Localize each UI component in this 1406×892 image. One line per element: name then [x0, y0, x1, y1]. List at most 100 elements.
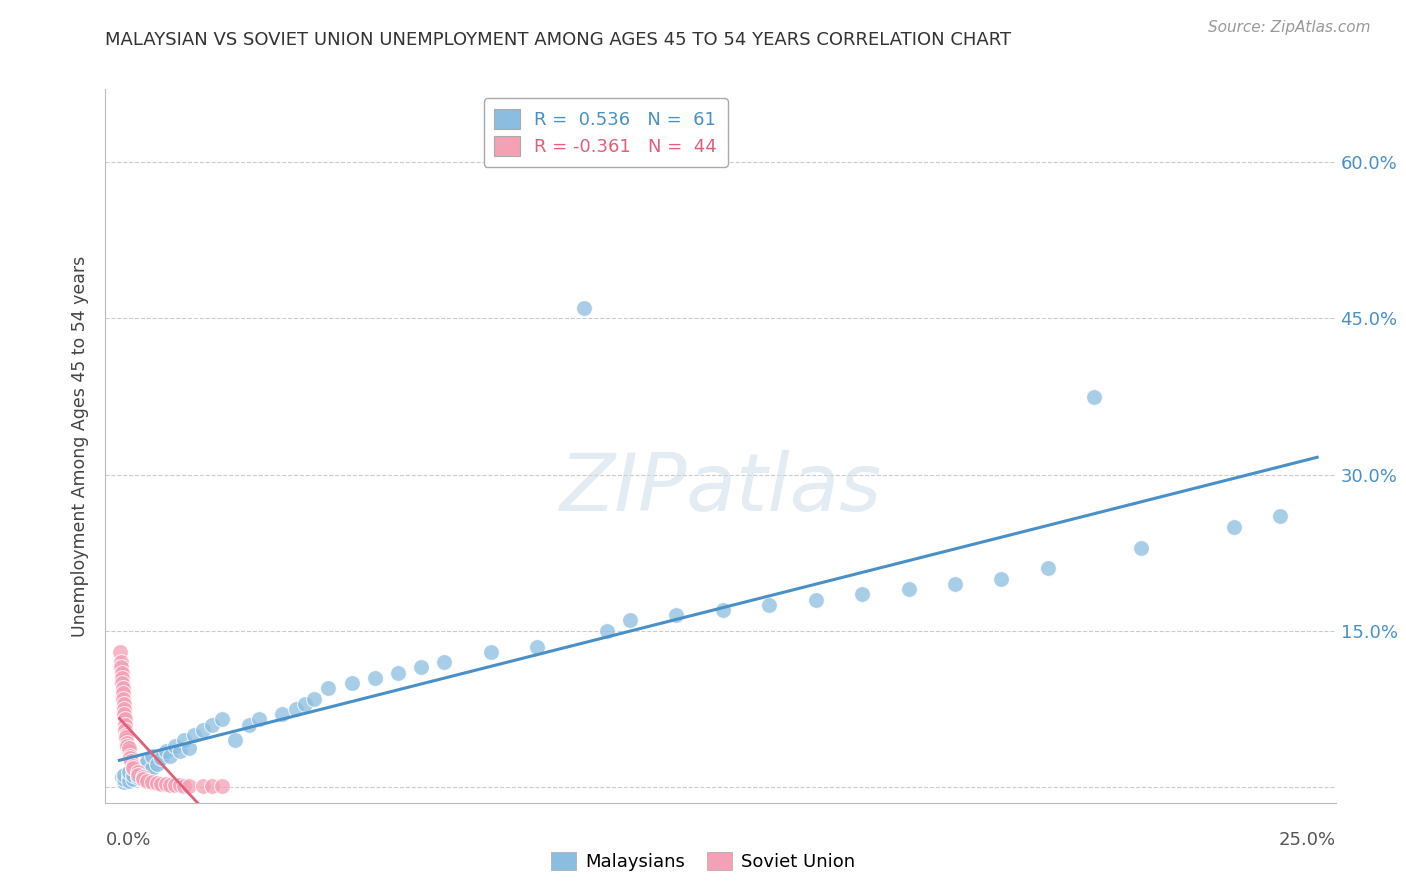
Point: [758, 598, 780, 612]
Point: [115, 736, 138, 750]
Point: [211, 713, 233, 727]
Text: ZIPatlas: ZIPatlas: [560, 450, 882, 528]
Point: [114, 713, 136, 727]
Point: [111, 676, 134, 690]
Point: [111, 665, 134, 680]
Point: [112, 775, 135, 789]
Point: [1083, 390, 1105, 404]
Legend: R =  0.536   N =  61, R = -0.361   N =  44: R = 0.536 N = 61, R = -0.361 N = 44: [484, 98, 728, 167]
Point: [115, 733, 138, 747]
Point: [112, 697, 135, 711]
Point: [118, 770, 141, 784]
Point: [131, 767, 153, 781]
Point: [173, 733, 195, 747]
Point: [150, 777, 173, 791]
Point: [118, 744, 141, 758]
Point: [127, 764, 149, 779]
Point: [169, 744, 191, 758]
Point: [247, 713, 270, 727]
Point: [112, 767, 135, 781]
Point: [1268, 509, 1291, 524]
Legend: Malaysians, Soviet Union: Malaysians, Soviet Union: [544, 846, 862, 879]
Point: [114, 717, 136, 731]
Point: [118, 740, 141, 755]
Point: [122, 772, 145, 786]
Point: [159, 748, 181, 763]
Point: [201, 717, 224, 731]
Point: [897, 582, 920, 597]
Point: [111, 770, 134, 784]
Point: [110, 660, 132, 674]
Point: [596, 624, 619, 638]
Point: [304, 691, 326, 706]
Point: [145, 757, 167, 772]
Point: [1036, 561, 1059, 575]
Point: [111, 681, 134, 696]
Text: 25.0%: 25.0%: [1278, 831, 1336, 849]
Point: [165, 778, 187, 792]
Point: [159, 778, 181, 792]
Point: [1129, 541, 1152, 555]
Point: [479, 645, 502, 659]
Point: [127, 770, 149, 784]
Point: [201, 779, 224, 793]
Point: [224, 733, 246, 747]
Point: [122, 767, 145, 781]
Point: [141, 775, 163, 789]
Point: [127, 767, 149, 781]
Point: [112, 691, 135, 706]
Point: [112, 707, 135, 722]
Point: [1222, 520, 1244, 534]
Point: [340, 676, 363, 690]
Point: [284, 702, 307, 716]
Text: 0.0%: 0.0%: [105, 831, 150, 849]
Point: [387, 665, 409, 680]
Point: [110, 645, 132, 659]
Point: [364, 671, 387, 685]
Point: [804, 592, 827, 607]
Point: [141, 761, 163, 775]
Point: [118, 773, 141, 788]
Point: [111, 671, 134, 685]
Point: [145, 776, 167, 790]
Point: [136, 754, 159, 768]
Point: [177, 740, 200, 755]
Point: [112, 686, 135, 700]
Point: [270, 707, 292, 722]
Point: [155, 777, 177, 791]
Y-axis label: Unemployment Among Ages 45 to 54 years: Unemployment Among Ages 45 to 54 years: [72, 255, 90, 637]
Text: MALAYSIAN VS SOVIET UNION UNEMPLOYMENT AMONG AGES 45 TO 54 YEARS CORRELATION CHA: MALAYSIAN VS SOVIET UNION UNEMPLOYMENT A…: [105, 31, 1011, 49]
Point: [117, 739, 139, 753]
Point: [943, 577, 966, 591]
Point: [169, 778, 191, 792]
Point: [112, 702, 135, 716]
Point: [177, 779, 200, 793]
Point: [120, 754, 142, 768]
Point: [191, 779, 214, 793]
Point: [131, 759, 153, 773]
Point: [411, 660, 433, 674]
Point: [114, 723, 136, 737]
Point: [165, 739, 187, 753]
Point: [851, 587, 873, 601]
Point: [711, 603, 734, 617]
Point: [118, 748, 141, 763]
Point: [115, 728, 138, 742]
Point: [122, 761, 145, 775]
Point: [112, 772, 135, 786]
Point: [294, 697, 316, 711]
Point: [191, 723, 214, 737]
Point: [155, 744, 177, 758]
Point: [619, 614, 641, 628]
Point: [141, 748, 163, 763]
Point: [173, 779, 195, 793]
Point: [433, 655, 456, 669]
Point: [990, 572, 1012, 586]
Point: [211, 779, 233, 793]
Point: [118, 764, 141, 779]
Point: [136, 773, 159, 788]
Point: [110, 655, 132, 669]
Point: [238, 717, 260, 731]
Point: [120, 751, 141, 765]
Point: [183, 728, 205, 742]
